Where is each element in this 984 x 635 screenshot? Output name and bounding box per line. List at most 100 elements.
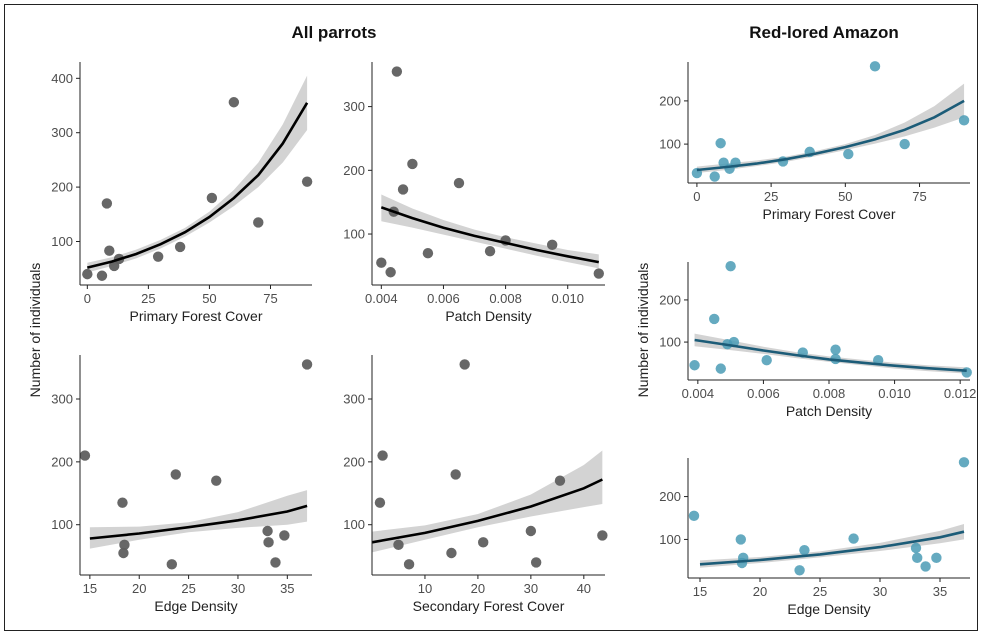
x-tick-label: 20: [753, 584, 767, 599]
data-point: [593, 268, 604, 279]
y-tick-label: 300: [51, 125, 73, 140]
y-tick-label: 100: [51, 517, 73, 532]
data-point: [118, 547, 129, 559]
data-point: [391, 66, 403, 77]
y-tick-label: 200: [51, 180, 73, 195]
fit-line: [696, 99, 965, 172]
fit-line: [380, 206, 600, 264]
x-tick-label: 0: [84, 291, 91, 306]
x-tick-label: 25: [141, 291, 155, 306]
x-tick-label: 25: [813, 584, 827, 599]
x-tick-label: 50: [202, 291, 216, 306]
y-tick-label: 200: [659, 93, 681, 108]
x-tick-label: 40: [577, 581, 591, 596]
data-point: [525, 525, 537, 537]
x-axis-label: Patch Density: [445, 308, 531, 324]
y-tick-label: 100: [659, 532, 681, 547]
x-tick-label: 15: [83, 581, 97, 596]
x-tick-label: 0.008: [813, 386, 846, 401]
data-point: [407, 158, 418, 170]
y-tick-label: 100: [659, 137, 681, 152]
data-point: [869, 61, 881, 72]
data-point: [170, 469, 181, 480]
data-point: [228, 97, 240, 108]
data-point: [961, 367, 972, 378]
data-point: [931, 552, 942, 564]
data-point: [263, 537, 274, 548]
data-point: [82, 268, 93, 280]
ylabel-all-parrots: Number of individuals: [27, 263, 43, 398]
x-axis-label: Primary Forest Cover: [129, 308, 262, 324]
data-point: [459, 359, 470, 370]
data-point: [152, 251, 164, 262]
data-point: [478, 537, 489, 548]
y-tick-label: 100: [51, 234, 73, 249]
data-point: [393, 539, 404, 551]
x-tick-label: 0.006: [427, 291, 460, 306]
data-point: [688, 510, 700, 522]
data-point: [920, 561, 931, 572]
x-tick-label: 0.010: [551, 291, 584, 306]
x-tick-label: 25: [764, 189, 778, 204]
figure-frame: [4, 4, 978, 631]
x-tick-label: 35: [933, 584, 947, 599]
x-tick-label: 25: [181, 581, 195, 596]
fit-line: [371, 478, 603, 544]
data-point: [830, 344, 841, 355]
x-tick-label: 10: [418, 581, 432, 596]
x-tick-label: 50: [838, 189, 852, 204]
panel-ap_sfc: 100 200 300 10 20 30 40 Secondary Forest Cover: [343, 355, 608, 614]
data-point: [799, 544, 810, 556]
confidence-band: [381, 194, 599, 269]
data-point: [403, 559, 415, 570]
data-point: [206, 192, 218, 204]
x-tick-label: 75: [263, 291, 277, 306]
confidence-band: [694, 333, 967, 374]
title-red-lored-amazon: Red-lored Amazon: [749, 23, 899, 42]
data-point: [301, 359, 313, 370]
y-tick-label: 200: [51, 454, 73, 469]
x-axis-label: Primary Forest Cover: [762, 206, 895, 222]
fit-line: [699, 530, 965, 566]
data-point: [899, 138, 910, 150]
data-point: [117, 497, 128, 508]
data-point: [597, 530, 608, 541]
data-point: [174, 241, 186, 253]
data-point: [709, 171, 720, 182]
data-point: [689, 360, 700, 371]
y-tick-label: 200: [343, 454, 365, 469]
data-point: [301, 176, 313, 187]
x-tick-label: 20: [132, 581, 146, 596]
data-point: [530, 557, 542, 568]
data-point: [715, 138, 726, 149]
x-axis-label: Edge Density: [787, 601, 870, 617]
x-tick-label: 0.010: [878, 386, 911, 401]
data-point: [958, 457, 970, 468]
y-tick-label: 400: [51, 71, 73, 86]
y-tick-label: 200: [343, 163, 365, 178]
data-point: [446, 547, 457, 559]
data-point: [450, 469, 461, 480]
y-tick-label: 300: [343, 392, 365, 407]
x-axis-label: Patch Density: [786, 403, 872, 419]
data-point: [958, 115, 970, 126]
data-point: [546, 239, 558, 251]
data-point: [725, 261, 736, 272]
x-tick-label: 15: [693, 584, 707, 599]
data-point: [848, 533, 859, 544]
data-point: [715, 363, 726, 374]
fit-line: [86, 102, 309, 269]
x-tick-label: 0.004: [682, 386, 715, 401]
panel-rla_pfc: 100 200 0 25 50 75 Primary Forest Cover: [659, 61, 970, 222]
data-point: [709, 313, 720, 325]
panel-rla_pd: 100 200 0.004 0.006 0.008 0.010 0.012 Patch Den…: [659, 261, 976, 419]
x-tick-label: 75: [912, 189, 926, 204]
data-point: [843, 148, 854, 160]
panel-rla_ed: 100 200 15 20 25 30 35 Edge Density: [659, 457, 970, 617]
y-tick-label: 100: [343, 517, 365, 532]
x-tick-label: 30: [873, 584, 887, 599]
x-axis-label: Secondary Forest Cover: [413, 598, 565, 614]
title-all-parrots: All parrots: [291, 23, 376, 42]
